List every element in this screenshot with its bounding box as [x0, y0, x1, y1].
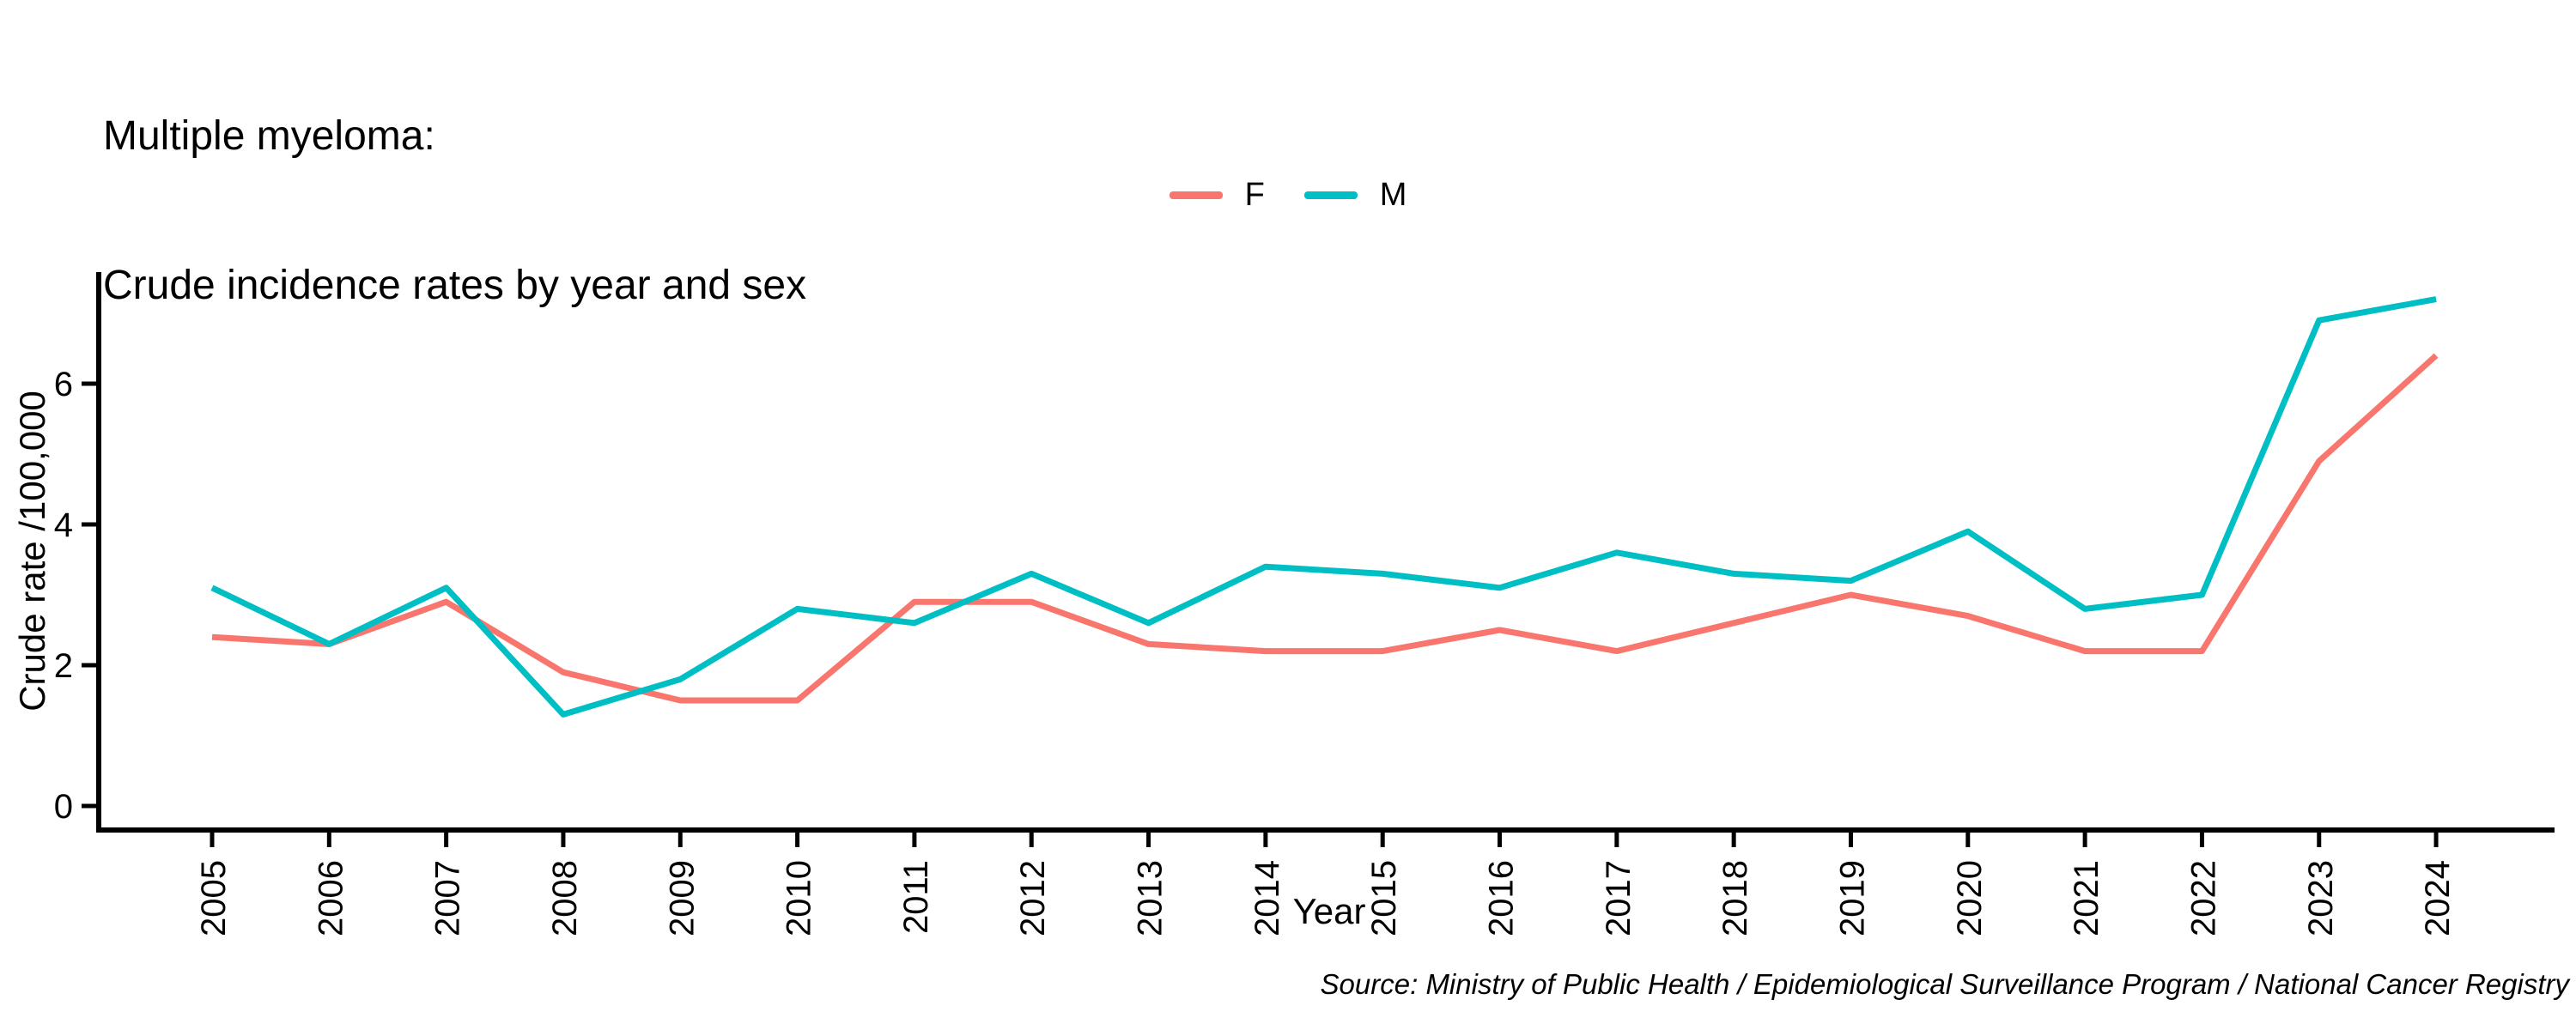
y-axis-title: Crude rate /100,000: [12, 391, 52, 712]
x-axis-title: Year: [1292, 891, 1366, 931]
series-line-m: [210, 296, 2437, 718]
legend-key-f: [1169, 191, 1223, 199]
x-tick-label-2005: 2005: [195, 860, 233, 936]
x-tick-label-2019: 2019: [1833, 860, 1871, 936]
legend-label-m: M: [1379, 177, 1407, 213]
x-tick-label-2018: 2018: [1716, 860, 1754, 936]
x-tick-label-2015: 2015: [1365, 860, 1403, 936]
x-tick-label-2014: 2014: [1249, 860, 1286, 936]
x-tick-label-2022: 2022: [2184, 860, 2222, 936]
x-tick-label-2016: 2016: [1483, 860, 1521, 936]
x-tick-label-2007: 2007: [429, 860, 467, 936]
chart-title: Multiple myeloma: Crude incidence rates …: [103, 12, 806, 410]
legend-item-m: M: [1303, 177, 1407, 214]
x-tick-label-2017: 2017: [1600, 860, 1637, 936]
y-tick-label-0: 0: [54, 788, 73, 826]
series-line-f: [211, 353, 2439, 704]
x-tick-label-2013: 2013: [1132, 860, 1170, 936]
chart-title-line2: Crude incidence rates by year and sex: [103, 263, 807, 308]
source-note: Source: Ministry of Public Health / Epid…: [1320, 968, 2569, 1000]
x-tick-label-2010: 2010: [781, 860, 818, 936]
x-tick-label-2024: 2024: [2419, 860, 2457, 936]
x-tick-label-2021: 2021: [2068, 860, 2105, 936]
x-tick-label-2009: 2009: [663, 860, 701, 936]
x-tick-label-2011: 2011: [897, 860, 935, 934]
chart-title-line1: Multiple myeloma:: [103, 113, 435, 159]
x-tick-label-2020: 2020: [1951, 860, 1989, 936]
x-tick-label-2012: 2012: [1014, 860, 1052, 936]
legend-key-m: [1303, 191, 1358, 199]
y-tick-label-2: 2: [54, 647, 73, 685]
y-tick-label-6: 6: [54, 366, 73, 403]
legend-item-f: F: [1169, 177, 1265, 214]
x-tick-label-2008: 2008: [546, 860, 584, 936]
x-tick-label-2023: 2023: [2302, 860, 2340, 936]
legend-label-f: F: [1244, 177, 1265, 213]
x-tick-label-2006: 2006: [312, 860, 349, 936]
y-tick-label-4: 4: [54, 506, 73, 544]
